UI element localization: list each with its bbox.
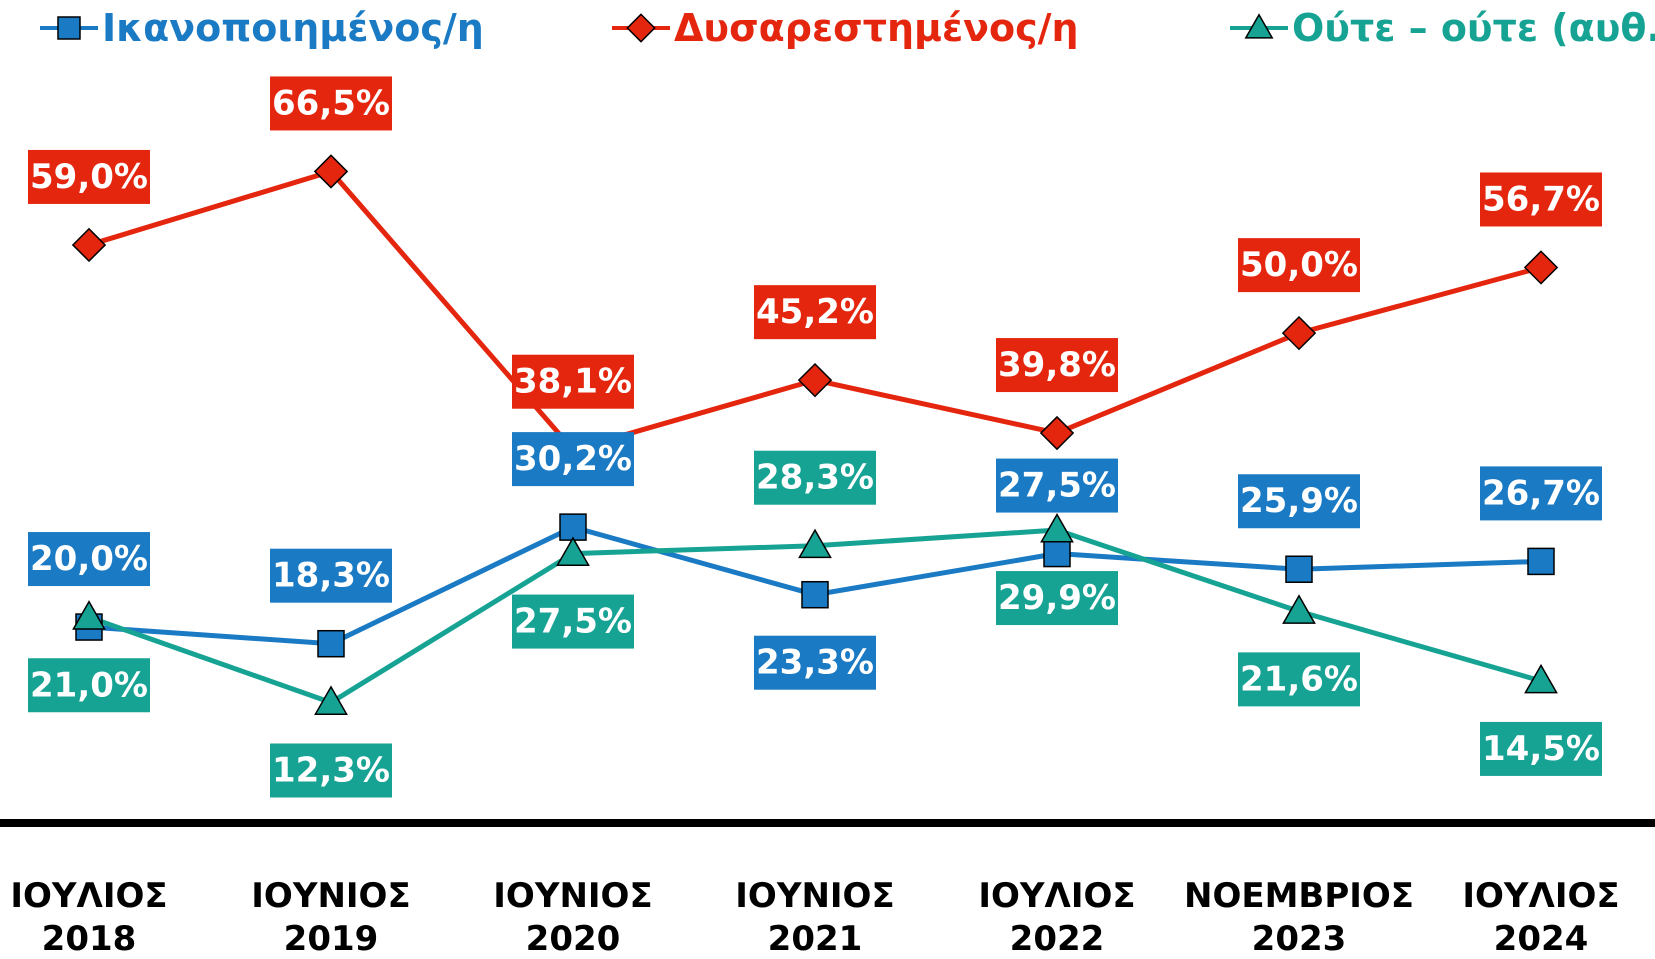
marker: [1285, 555, 1313, 583]
data-label-box: [28, 532, 150, 587]
data-label-box: [996, 458, 1118, 513]
data-label: 25,9%: [1240, 481, 1358, 521]
data-label: 66,5%: [272, 83, 390, 123]
data-label: 28,3%: [756, 458, 874, 498]
data-label: 30,2%: [514, 439, 632, 479]
data-label-box: [754, 450, 876, 505]
data-label-box: [754, 285, 876, 340]
data-label-box: [270, 548, 392, 603]
data-label: 29,9%: [998, 578, 1116, 618]
data-label-box: [1480, 466, 1602, 521]
data-label-box: [512, 432, 634, 487]
legend-marker: [57, 16, 81, 40]
marker: [1527, 547, 1555, 576]
data-label-box: [270, 743, 392, 798]
marker: [71, 227, 107, 263]
data-label: 14,5%: [1482, 729, 1600, 769]
legend-marker: [1244, 13, 1274, 39]
data-label: 56,7%: [1482, 179, 1600, 219]
data-label-box: [270, 76, 392, 131]
x-tick-label: 2020: [526, 919, 621, 959]
marker: [556, 536, 590, 567]
legend-label: Ικανοποιημένος/η: [102, 6, 484, 50]
x-tick-label: ΙΟΥΛΙΟΣ: [1462, 876, 1619, 916]
x-tick-label: ΙΟΥΛΙΟΣ: [978, 876, 1135, 916]
x-tick-label: ΝΟΕΜΒΡΙΟΣ: [1184, 876, 1414, 916]
data-label: 26,7%: [1482, 473, 1600, 513]
marker: [1039, 415, 1075, 451]
x-tick-label: ΙΟΥΝΙΟΣ: [251, 876, 410, 916]
data-label: 20,0%: [30, 539, 148, 579]
data-label: 27,5%: [514, 602, 632, 642]
data-label: 27,5%: [998, 466, 1116, 506]
marker: [559, 513, 587, 541]
marker: [1282, 594, 1316, 624]
data-label: 50,0%: [1240, 245, 1358, 285]
data-label: 39,8%: [998, 345, 1116, 385]
marker: [317, 629, 345, 658]
x-tick-label: 2019: [284, 919, 379, 959]
marker: [798, 528, 832, 559]
data-label-box: [512, 594, 634, 649]
marker: [801, 580, 829, 609]
data-label-box: [1238, 474, 1360, 529]
marker: [1524, 663, 1558, 694]
data-label-box: [28, 149, 150, 204]
data-label-box: [754, 635, 876, 690]
data-label: 21,6%: [1240, 659, 1358, 699]
x-tick-label: 2021: [768, 919, 863, 959]
data-label-box: [512, 354, 634, 409]
legend-label: Δυσαρεστημένος/η: [674, 6, 1079, 50]
marker: [797, 362, 833, 398]
data-label: 38,1%: [514, 362, 632, 402]
x-tick-label: ΙΟΥΝΙΟΣ: [493, 876, 652, 916]
marker: [1040, 512, 1074, 543]
x-tick-label: ΙΟΥΛΙΟΣ: [10, 876, 167, 916]
marker: [1043, 539, 1071, 568]
data-label: 18,3%: [272, 556, 390, 596]
data-label-box: [1238, 238, 1360, 293]
x-tick-label: ΙΟΥΝΙΟΣ: [735, 876, 894, 916]
marker: [314, 685, 348, 715]
data-label: 23,3%: [756, 643, 874, 683]
x-tick-label: 2024: [1494, 919, 1589, 959]
marker: [1523, 250, 1559, 285]
data-label-box: [1238, 652, 1360, 707]
data-label: 45,2%: [756, 292, 874, 332]
data-label: 59,0%: [30, 157, 148, 197]
data-label-box: [996, 338, 1118, 393]
data-label: 12,3%: [272, 750, 390, 790]
data-label: 21,0%: [30, 665, 148, 705]
marker: [313, 154, 349, 189]
data-label-box: [996, 571, 1118, 626]
marker: [72, 600, 106, 630]
x-tick-label: 2022: [1010, 919, 1105, 959]
legend-marker: [626, 13, 656, 43]
data-label-box: [1480, 721, 1602, 776]
data-label-box: [1480, 172, 1602, 227]
legend-label: Ούτε – ούτε (αυθ.): [1292, 6, 1655, 50]
x-tick-label: 2018: [42, 919, 137, 959]
marker: [1281, 315, 1317, 351]
x-tick-label: 2023: [1252, 919, 1347, 959]
data-label-box: [28, 658, 150, 713]
